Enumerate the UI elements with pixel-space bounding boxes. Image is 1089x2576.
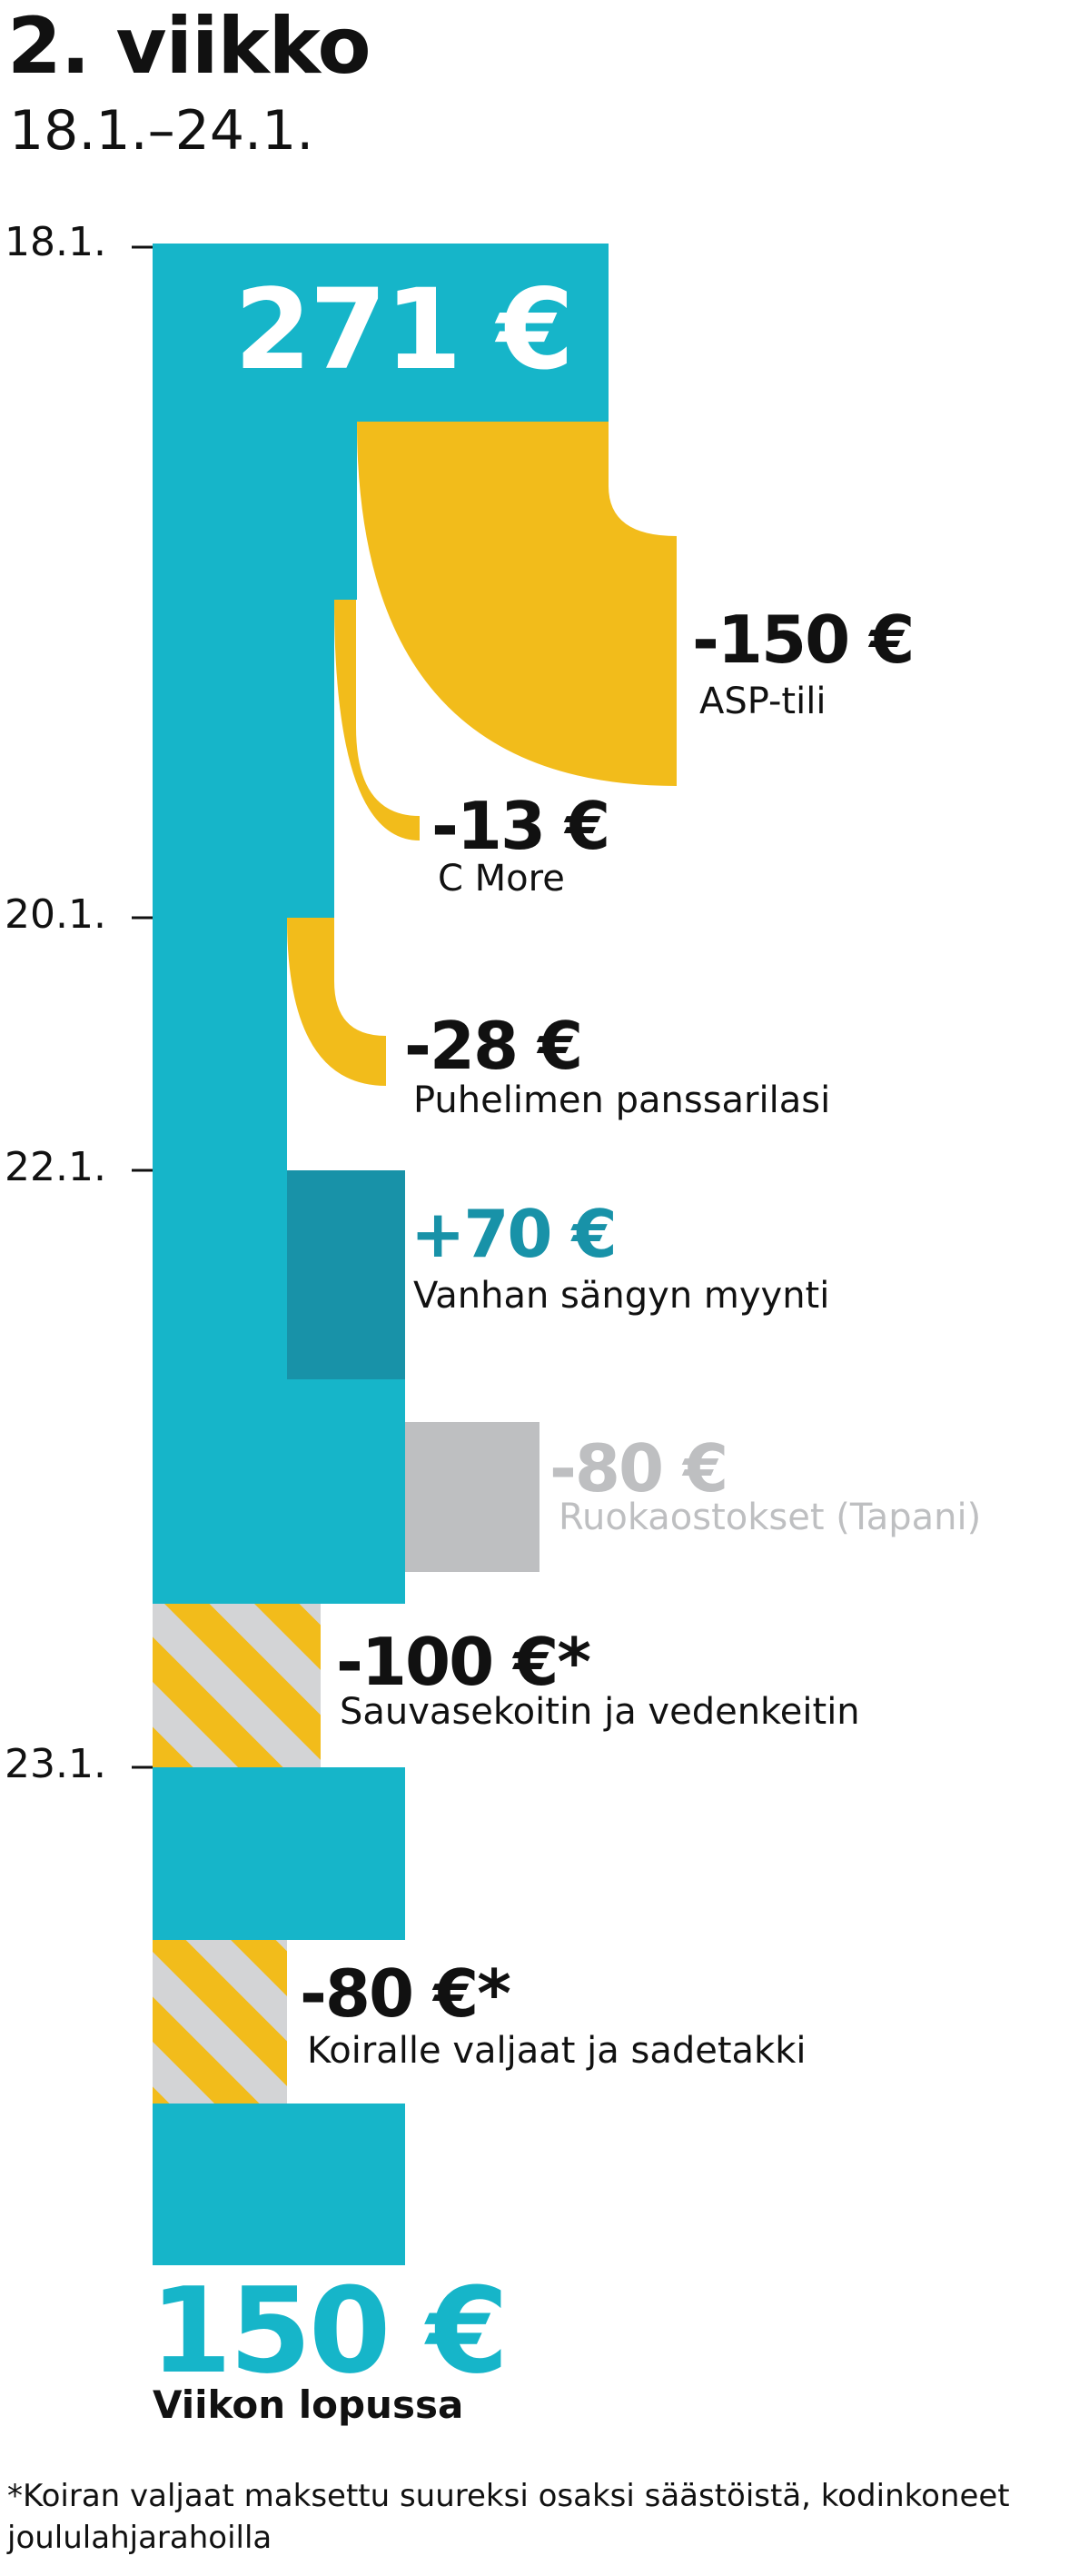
balance-bar-segment xyxy=(153,600,334,918)
end-balance-label: Viikon lopussa xyxy=(153,2382,464,2427)
end-balance-amount: 150 € xyxy=(150,2262,509,2400)
expense-flow-screen-protector xyxy=(287,918,386,1086)
balance-bar-segment xyxy=(153,422,357,600)
balance-bar-segment xyxy=(153,918,287,1170)
expense-bar-dog-gear-striped xyxy=(153,1940,287,2104)
income-bar-bed-sale xyxy=(287,1170,405,1379)
transaction-amount: -100 €* xyxy=(336,1624,591,1700)
page-title: 2. viikko xyxy=(7,1,371,92)
start-balance-amount: 271 € xyxy=(234,265,574,394)
income-label: Vanhan sängyn myynti xyxy=(413,1275,830,1317)
transaction-amount: -80 €* xyxy=(300,1955,511,2032)
date-label-22: 22.1. xyxy=(5,1144,106,1190)
expense-bar-appliances-striped xyxy=(153,1604,321,1767)
date-label-23: 23.1. xyxy=(5,1741,106,1787)
transaction-amount: -28 € xyxy=(404,1008,583,1084)
date-label-20: 20.1. xyxy=(5,891,106,938)
expense-flow-asp xyxy=(357,422,677,786)
transaction-label: Ruokaostokset (Tapani) xyxy=(559,1497,982,1538)
balance-bar-segment xyxy=(153,1767,405,1940)
transaction-amount: -80 € xyxy=(549,1430,728,1507)
balance-start-bar xyxy=(153,244,609,422)
date-range: 18.1.–24.1. xyxy=(9,99,314,163)
income-amount: +70 € xyxy=(411,1196,618,1272)
expense-bar-groceries xyxy=(405,1422,540,1572)
footnote: *Koiran valjaat maksettu suureksi osaksi… xyxy=(7,2478,1010,2556)
transaction-label: Koiralle valjaat ja sadetakki xyxy=(307,2030,807,2072)
transaction-label: ASP-tili xyxy=(699,681,827,722)
transaction-amount: -13 € xyxy=(431,788,610,864)
balance-flow-diagram xyxy=(132,244,677,2265)
transaction-amount: -150 € xyxy=(692,602,915,678)
date-label-18: 18.1. xyxy=(5,219,106,265)
balance-bar-segment xyxy=(153,1170,287,1379)
balance-bar-segment xyxy=(153,1379,405,1604)
transaction-label: Puhelimen panssarilasi xyxy=(413,1079,831,1121)
transaction-label: C More xyxy=(438,858,565,900)
balance-bar-segment xyxy=(153,2104,405,2265)
transaction-label: Sauvasekoitin ja vedenkeitin xyxy=(340,1691,860,1733)
expense-flow-cmore xyxy=(334,600,420,840)
